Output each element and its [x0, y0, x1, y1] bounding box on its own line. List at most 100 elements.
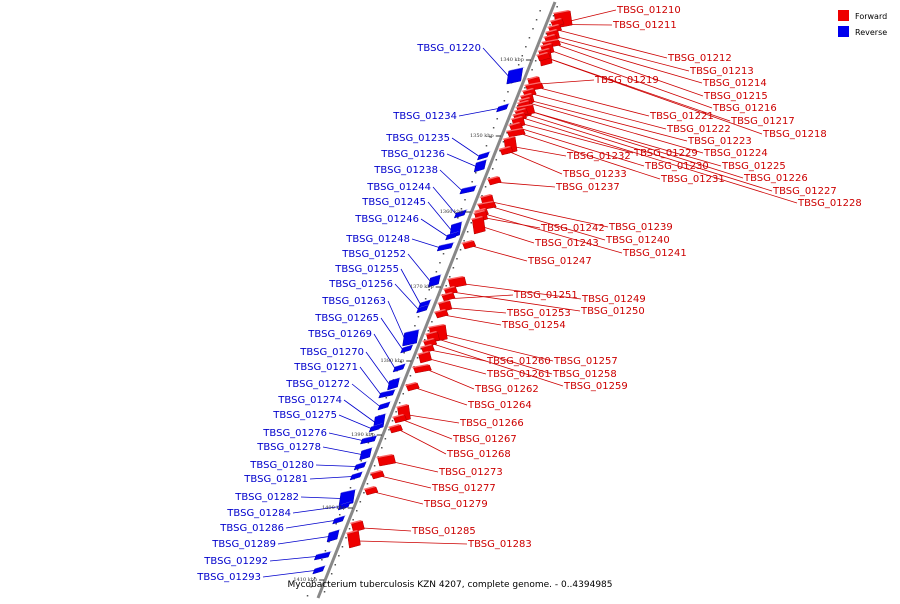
reverse-label-connector — [292, 506, 341, 514]
forward-gene-label[interactable]: TBSG_01231 — [660, 174, 725, 185]
forward-gene-label[interactable]: TBSG_01212 — [667, 53, 732, 64]
forward-gene-bevel — [486, 176, 500, 180]
forward-gene-label[interactable]: TBSG_01216 — [712, 103, 777, 114]
reverse-gene-label[interactable]: TBSG_01274 — [277, 395, 342, 406]
forward-gene-label[interactable]: TBSG_01211 — [612, 20, 677, 31]
reverse-label-connector — [427, 201, 452, 231]
reverse-gene-label[interactable]: TBSG_01238 — [373, 165, 438, 176]
tick-dot — [549, 24, 551, 26]
reverse-gene-label[interactable]: TBSG_01278 — [256, 442, 321, 453]
forward-gene-label[interactable]: TBSG_01239 — [608, 222, 673, 233]
forward-gene-label[interactable]: TBSG_01259 — [563, 381, 628, 392]
forward-gene-label[interactable]: TBSG_01225 — [721, 161, 786, 172]
forward-gene-label[interactable]: TBSG_01249 — [581, 294, 646, 305]
reverse-gene-label[interactable]: TBSG_01281 — [243, 474, 308, 485]
reverse-label-connector — [439, 169, 463, 191]
reverse-gene-bevel — [389, 377, 402, 381]
forward-gene-label[interactable]: TBSG_01214 — [702, 78, 767, 89]
reverse-gene-label[interactable]: TBSG_01276 — [262, 428, 327, 439]
reverse-label-connector — [458, 108, 499, 117]
forward-gene-label[interactable]: TBSG_01233 — [562, 169, 627, 180]
forward-gene-label[interactable]: TBSG_01218 — [762, 129, 827, 140]
reverse-gene-label[interactable]: TBSG_01286 — [219, 523, 284, 534]
forward-gene-bevel — [479, 194, 493, 198]
reverse-gene-label[interactable]: TBSG_01269 — [307, 329, 372, 340]
tick-dot — [517, 105, 519, 107]
forward-gene-label[interactable]: TBSG_01228 — [797, 198, 862, 209]
forward-gene-label[interactable]: TBSG_01230 — [644, 161, 709, 172]
reverse-gene-label[interactable]: TBSG_01270 — [299, 347, 364, 358]
forward-gene-bevel — [470, 216, 484, 220]
forward-gene-bevel — [421, 338, 435, 342]
forward-gene-feature — [506, 128, 526, 138]
forward-gene-bevel — [427, 324, 446, 328]
forward-gene-label[interactable]: TBSG_01283 — [467, 539, 532, 550]
reverse-gene-label[interactable]: TBSG_01293 — [196, 572, 261, 583]
forward-gene-label[interactable]: TBSG_01227 — [772, 186, 837, 197]
forward-gene-label[interactable]: TBSG_01251 — [513, 290, 578, 301]
reverse-gene-label[interactable]: TBSG_01256 — [328, 279, 393, 290]
forward-gene-label[interactable]: TBSG_01215 — [703, 91, 768, 102]
forward-gene-bevel — [460, 240, 474, 244]
reverse-gene-label[interactable]: TBSG_01271 — [293, 362, 358, 373]
forward-gene-label[interactable]: TBSG_01264 — [467, 400, 532, 411]
forward-gene-label[interactable]: TBSG_01210 — [616, 5, 681, 16]
forward-gene-label[interactable]: TBSG_01260 — [486, 356, 551, 367]
reverse-gene-bevel — [418, 304, 431, 308]
reverse-gene-label[interactable]: TBSG_01244 — [366, 182, 431, 193]
forward-gene-label[interactable]: TBSG_01217 — [730, 116, 795, 127]
forward-gene-label[interactable]: TBSG_01242 — [540, 223, 605, 234]
tick-dot — [409, 375, 412, 377]
forward-gene-label[interactable]: TBSG_01237 — [555, 182, 620, 193]
forward-gene-label[interactable]: TBSG_01253 — [506, 308, 571, 319]
forward-gene-bevel — [546, 24, 560, 28]
forward-gene-label[interactable]: TBSG_01221 — [649, 111, 714, 122]
reverse-gene-label[interactable]: TBSG_01255 — [334, 264, 399, 275]
forward-gene-label[interactable]: TBSG_01261 — [486, 369, 551, 380]
reverse-gene-label[interactable]: TBSG_01275 — [272, 410, 337, 421]
forward-gene-label[interactable]: TBSG_01223 — [687, 136, 752, 147]
reverse-gene-label[interactable]: TBSG_01245 — [361, 197, 426, 208]
forward-gene-label[interactable]: TBSG_01254 — [501, 320, 566, 331]
forward-gene-label[interactable]: TBSG_01267 — [452, 434, 517, 445]
forward-gene-label[interactable]: TBSG_01266 — [459, 418, 524, 429]
forward-gene-label[interactable]: TBSG_01226 — [743, 173, 808, 184]
forward-gene-label[interactable]: TBSG_01250 — [580, 306, 645, 317]
reverse-label-connector — [309, 476, 353, 480]
forward-gene-label[interactable]: TBSG_01273 — [438, 467, 503, 478]
forward-gene-label[interactable]: TBSG_01262 — [474, 384, 539, 395]
reverse-gene-label[interactable]: TBSG_01220 — [416, 43, 481, 54]
reverse-gene-label[interactable]: TBSG_01280 — [249, 460, 314, 471]
forward-gene-feature — [438, 300, 453, 313]
tick-dot — [423, 339, 426, 341]
reverse-gene-label[interactable]: TBSG_01284 — [226, 508, 291, 519]
forward-gene-label[interactable]: TBSG_01213 — [689, 66, 754, 77]
forward-gene-label[interactable]: TBSG_01222 — [666, 124, 731, 135]
reverse-gene-label[interactable]: TBSG_01289 — [211, 539, 276, 550]
reverse-gene-label[interactable]: TBSG_01248 — [345, 234, 410, 245]
forward-gene-label[interactable]: TBSG_01279 — [423, 499, 488, 510]
forward-gene-label[interactable]: TBSG_01247 — [527, 256, 592, 267]
forward-gene-label[interactable]: TBSG_01243 — [534, 238, 599, 249]
reverse-gene-label[interactable]: TBSG_01282 — [234, 492, 299, 503]
forward-gene-label[interactable]: TBSG_01232 — [566, 151, 631, 162]
reverse-gene-label[interactable]: TBSG_01234 — [392, 111, 457, 122]
forward-gene-label[interactable]: TBSG_01224 — [703, 148, 768, 159]
forward-gene-label[interactable]: TBSG_01277 — [431, 483, 496, 494]
forward-gene-label[interactable]: TBSG_01241 — [622, 248, 687, 259]
reverse-gene-label[interactable]: TBSG_01235 — [385, 133, 450, 144]
forward-gene-label[interactable]: TBSG_01258 — [552, 369, 617, 380]
reverse-gene-label[interactable]: TBSG_01265 — [314, 313, 379, 324]
forward-gene-label[interactable]: TBSG_01257 — [553, 356, 618, 367]
reverse-gene-label[interactable]: TBSG_01236 — [380, 149, 445, 160]
forward-gene-label[interactable]: TBSG_01229 — [633, 148, 698, 159]
forward-gene-label[interactable]: TBSG_01240 — [605, 235, 670, 246]
reverse-gene-label[interactable]: TBSG_01263 — [321, 296, 386, 307]
forward-gene-label[interactable]: TBSG_01285 — [411, 526, 476, 537]
reverse-gene-label[interactable]: TBSG_01246 — [354, 214, 419, 225]
reverse-gene-label[interactable]: TBSG_01272 — [285, 379, 350, 390]
forward-gene-label[interactable]: TBSG_01268 — [446, 449, 511, 460]
reverse-gene-label[interactable]: TBSG_01252 — [341, 249, 406, 260]
reverse-gene-label[interactable]: TBSG_01292 — [203, 556, 268, 567]
forward-gene-label[interactable]: TBSG_01219 — [594, 75, 659, 86]
